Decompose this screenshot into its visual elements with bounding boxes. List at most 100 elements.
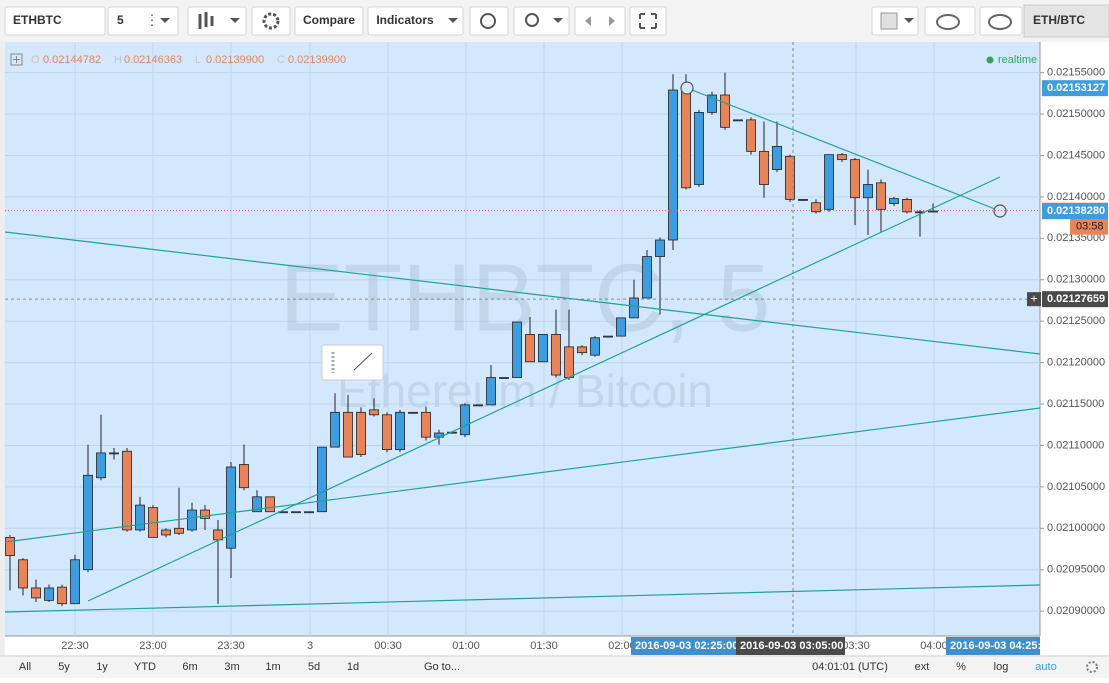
y-tick-label: 0.02090000 <box>1047 605 1105 617</box>
y-tick-label: 0.02125000 <box>1047 315 1105 327</box>
legend: O 0.02144782 H 0.02146363 L 0.02139900 C… <box>10 53 1037 66</box>
range-button[interactable]: 5d <box>308 661 320 673</box>
dropdown-arrow <box>904 18 914 23</box>
alert-button[interactable] <box>469 6 509 36</box>
chart-type-button[interactable] <box>187 6 247 36</box>
candle-body <box>5 537 15 557</box>
candle-body <box>200 509 210 519</box>
candle-body <box>889 198 899 204</box>
indicators-button[interactable] <box>367 6 464 36</box>
dropdown-arrow <box>553 18 563 23</box>
bulb-icon <box>525 13 539 27</box>
candle-body <box>655 239 665 257</box>
x-tick-label: 00:30 <box>374 640 402 652</box>
y-tick-label: 0.02100000 <box>1047 522 1105 534</box>
range-button[interactable]: YTD <box>134 661 156 673</box>
legend-value: 0.02144782 <box>43 54 101 66</box>
x-tick-label: 01:00 <box>452 640 480 652</box>
candle-body <box>252 496 262 513</box>
scale-option[interactable]: % <box>956 661 966 673</box>
countdown: 03:58 <box>1076 221 1104 233</box>
candle-body <box>161 529 171 536</box>
crosshair-plus-box <box>1027 292 1041 307</box>
scale-option[interactable]: log <box>994 661 1009 673</box>
menu-dots: ⋮ <box>145 12 159 28</box>
cloud-up-icon <box>988 14 1012 30</box>
trend-line <box>87 176 1001 602</box>
price-label: 0.02153127 <box>1047 82 1105 94</box>
goto-button[interactable]: Go to... <box>424 661 460 673</box>
range-button[interactable]: 1y <box>96 661 108 673</box>
legend-value: 0.02146363 <box>124 54 182 66</box>
symbol-tab[interactable] <box>1023 4 1109 38</box>
left-edge <box>0 42 5 656</box>
candle-body <box>746 119 756 152</box>
candle-body <box>109 452 119 455</box>
toolbar: ETHBTC 5 ⋮ Compare Indicators ETH/BTC <box>0 0 1109 42</box>
interval-select[interactable] <box>107 6 179 36</box>
legend-toggle[interactable] <box>10 53 23 66</box>
dropdown-arrow <box>230 18 240 23</box>
candle-body <box>330 411 340 448</box>
candle-body <box>304 511 314 514</box>
candle-body <box>291 511 301 514</box>
bottom-bar <box>0 656 1109 678</box>
trend-line <box>4 407 1041 543</box>
candle-body <box>668 89 678 241</box>
time-highlight-label: 2016-09-03 03:05:00 <box>740 640 843 652</box>
settings-button[interactable] <box>251 6 291 36</box>
price-label: 0.02138280 <box>1047 205 1105 217</box>
candle-body <box>343 411 353 458</box>
candle-body <box>538 334 548 363</box>
candle-body <box>824 154 834 210</box>
range-button[interactable]: 6m <box>182 661 197 673</box>
ideas-button[interactable] <box>513 6 570 36</box>
candle-body <box>96 452 106 479</box>
load-button[interactable] <box>924 6 976 36</box>
x-tick-label: 23:30 <box>217 640 245 652</box>
candle-body <box>759 150 769 185</box>
bottom-controls: Go to... 04:01:01 (UTC) All 5y 1y YTD 6m 3m 1m… <box>19 661 1098 673</box>
x-tick-label: 22:30 <box>61 640 89 652</box>
candle-body <box>863 184 873 199</box>
compare-button[interactable] <box>294 6 364 36</box>
watermark-description: Ethereum / Bitcoin <box>337 365 713 417</box>
fullscreen-button[interactable] <box>629 6 667 36</box>
y-tick-label: 0.02120000 <box>1047 357 1105 369</box>
candle-body <box>629 297 639 319</box>
candle-body <box>395 411 405 450</box>
price-label: 0.02127659 <box>1047 293 1105 305</box>
range-button[interactable]: 3m <box>224 661 239 673</box>
x-tick-label: 04:00 <box>920 640 948 652</box>
candle-body <box>382 414 392 450</box>
range-button[interactable]: 5y <box>58 661 70 673</box>
scale-option[interactable]: auto <box>1035 661 1056 673</box>
candle-body <box>785 155 795 200</box>
handle[interactable] <box>993 204 1007 218</box>
price-label-box <box>1042 291 1108 308</box>
handle[interactable] <box>680 81 694 95</box>
candle-body <box>369 409 379 416</box>
widget-box <box>321 344 384 381</box>
candle-body <box>772 145 782 170</box>
range-button[interactable]: 1m <box>265 661 280 673</box>
candle-body <box>902 199 912 213</box>
settings-icon[interactable] <box>1086 661 1098 673</box>
symbol-input[interactable] <box>4 6 106 36</box>
candle-body <box>174 527 184 534</box>
drawing-widget[interactable] <box>321 344 384 381</box>
compare-text: Compare <box>303 13 355 27</box>
legend-label: L <box>195 54 201 66</box>
range-button[interactable]: All <box>19 661 31 673</box>
candle-body <box>265 496 275 513</box>
scale-option[interactable]: ext <box>915 661 930 673</box>
range-button[interactable]: 1d <box>347 661 359 673</box>
undo-redo-icons <box>585 16 615 26</box>
x-tick-label: 23:00 <box>139 640 167 652</box>
undo-redo[interactable] <box>574 6 626 36</box>
save-button[interactable] <box>979 6 1023 36</box>
candle-body <box>486 377 496 406</box>
time-highlight-label: 2016-09-03 04:25:00 <box>950 640 1053 652</box>
x-tick-label: 3 <box>307 640 313 652</box>
candle-body <box>408 411 418 414</box>
